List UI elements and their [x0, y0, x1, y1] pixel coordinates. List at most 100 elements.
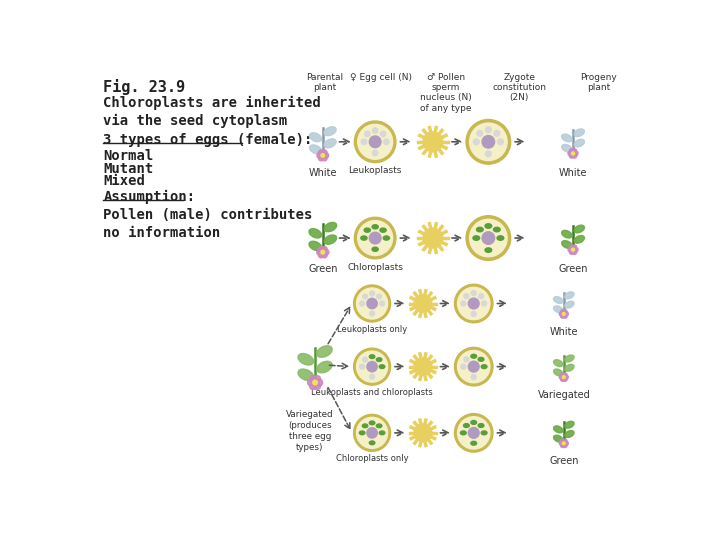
Circle shape: [377, 294, 382, 299]
Ellipse shape: [574, 235, 585, 243]
Circle shape: [466, 119, 510, 164]
Circle shape: [356, 351, 387, 382]
Circle shape: [562, 376, 565, 379]
Circle shape: [423, 132, 443, 152]
Circle shape: [414, 295, 432, 313]
Text: White: White: [549, 327, 578, 336]
Circle shape: [561, 439, 564, 443]
Text: Green: Green: [308, 264, 338, 274]
Circle shape: [358, 124, 392, 159]
Circle shape: [316, 379, 323, 386]
Circle shape: [321, 153, 325, 157]
Circle shape: [572, 149, 577, 153]
Circle shape: [354, 414, 390, 451]
Circle shape: [471, 375, 476, 380]
Circle shape: [367, 361, 377, 372]
Text: 3 types of eggs (female):: 3 types of eggs (female):: [104, 132, 312, 146]
Circle shape: [360, 301, 364, 306]
Ellipse shape: [379, 431, 384, 435]
Ellipse shape: [471, 441, 477, 445]
Ellipse shape: [383, 236, 390, 240]
Circle shape: [318, 156, 324, 161]
Ellipse shape: [380, 228, 386, 232]
Circle shape: [369, 374, 374, 379]
Circle shape: [321, 251, 325, 254]
Circle shape: [454, 347, 493, 386]
Circle shape: [471, 312, 476, 316]
Ellipse shape: [324, 222, 337, 232]
Circle shape: [361, 139, 366, 145]
Circle shape: [482, 232, 495, 244]
Text: Leukoplasts: Leukoplasts: [348, 166, 402, 176]
Circle shape: [563, 439, 567, 443]
Circle shape: [457, 350, 490, 383]
Ellipse shape: [564, 364, 574, 372]
Ellipse shape: [460, 431, 467, 435]
Ellipse shape: [564, 430, 574, 437]
Ellipse shape: [481, 364, 487, 369]
Circle shape: [482, 136, 495, 148]
Circle shape: [564, 312, 568, 316]
Circle shape: [354, 121, 396, 163]
Circle shape: [354, 348, 390, 385]
Circle shape: [354, 285, 390, 322]
Circle shape: [572, 250, 577, 254]
Ellipse shape: [317, 361, 332, 373]
Text: Pollen (male) contributes
no information: Pollen (male) contributes no information: [104, 208, 312, 240]
Circle shape: [570, 154, 574, 158]
Ellipse shape: [309, 228, 322, 238]
Text: White: White: [559, 168, 588, 178]
Circle shape: [570, 245, 574, 249]
Circle shape: [307, 379, 314, 386]
Ellipse shape: [497, 236, 504, 240]
Circle shape: [314, 375, 320, 382]
Ellipse shape: [493, 227, 500, 232]
Circle shape: [477, 131, 483, 136]
Circle shape: [568, 151, 572, 156]
Circle shape: [367, 298, 377, 309]
Ellipse shape: [369, 355, 375, 359]
Ellipse shape: [369, 441, 375, 444]
Circle shape: [570, 250, 574, 254]
Circle shape: [314, 383, 320, 389]
Circle shape: [469, 219, 507, 257]
Ellipse shape: [324, 127, 336, 136]
Text: Variegated
(produces
three egg
types): Variegated (produces three egg types): [286, 410, 333, 452]
Text: ♂ Pollen
sperm
nucleus (N)
of any type: ♂ Pollen sperm nucleus (N) of any type: [420, 72, 472, 113]
Circle shape: [369, 311, 374, 316]
Ellipse shape: [564, 421, 574, 428]
Circle shape: [356, 288, 387, 319]
Circle shape: [563, 373, 567, 377]
Ellipse shape: [298, 369, 313, 381]
Circle shape: [414, 357, 432, 375]
Ellipse shape: [377, 424, 382, 428]
Text: Mutant: Mutant: [104, 162, 153, 176]
Ellipse shape: [361, 236, 367, 240]
Circle shape: [457, 287, 490, 320]
Circle shape: [356, 417, 387, 448]
Ellipse shape: [471, 421, 477, 424]
Circle shape: [372, 150, 378, 156]
Ellipse shape: [481, 431, 487, 435]
Ellipse shape: [574, 129, 585, 137]
Text: Fig. 23.9: Fig. 23.9: [104, 79, 186, 94]
Circle shape: [559, 312, 563, 316]
Circle shape: [318, 253, 324, 258]
Text: Normal: Normal: [104, 150, 153, 164]
Text: Green: Green: [549, 456, 579, 466]
Circle shape: [318, 150, 324, 155]
Text: Mixed: Mixed: [104, 174, 145, 188]
Circle shape: [561, 310, 564, 314]
Ellipse shape: [309, 241, 322, 251]
Circle shape: [494, 131, 500, 136]
Ellipse shape: [359, 431, 365, 435]
Text: Assumption:: Assumption:: [104, 190, 195, 205]
Circle shape: [498, 139, 503, 145]
Circle shape: [469, 123, 507, 160]
Text: Chloroplasts: Chloroplasts: [347, 262, 403, 272]
Ellipse shape: [485, 224, 492, 228]
Circle shape: [563, 310, 567, 314]
Circle shape: [574, 247, 578, 252]
Ellipse shape: [574, 225, 585, 233]
Circle shape: [322, 247, 327, 252]
